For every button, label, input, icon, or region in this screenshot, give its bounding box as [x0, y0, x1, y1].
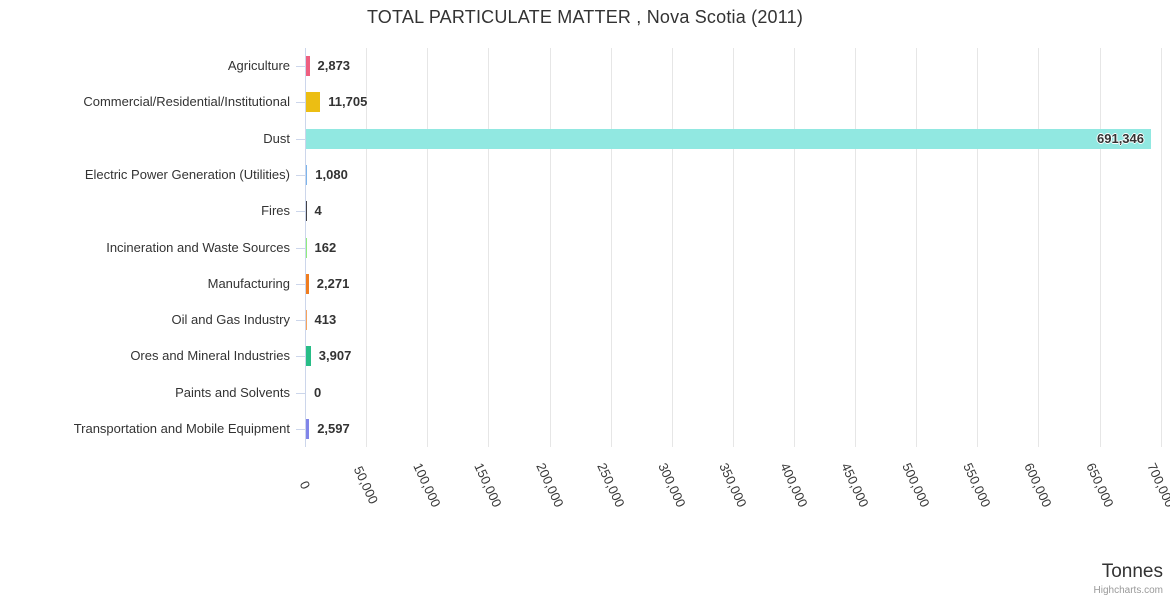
bar[interactable] [306, 201, 307, 222]
value-label: 691,346 [1097, 130, 1144, 146]
grid-line [671, 48, 673, 447]
value-axis-tick-label: 100,000 [410, 460, 444, 510]
category-label: Agriculture [227, 58, 290, 74]
value-label: 2,271 [316, 275, 350, 291]
value-axis-tick-label: 0 [296, 478, 314, 492]
grid-line [916, 48, 918, 447]
category-label: Commercial/Residential/Institutional [83, 94, 290, 110]
bar[interactable] [306, 310, 307, 330]
category-label: Electric Power Generation (Utilities) [84, 167, 290, 182]
bar[interactable] [306, 92, 321, 113]
grid-line [977, 48, 979, 447]
value-label: 413 [314, 312, 337, 327]
category-tick-mark [296, 283, 306, 285]
value-axis-tick-label: 600,000 [1021, 460, 1056, 510]
value-axis-title: Tonnes [1101, 561, 1163, 582]
value-axis-tick-label: 500,000 [899, 460, 933, 510]
bar[interactable] [306, 56, 310, 77]
category-tick-mark [296, 392, 306, 394]
value-axis-tick-label: 200,000 [532, 460, 567, 510]
category-tick-mark [296, 428, 306, 430]
category-label: Manufacturing [207, 275, 290, 291]
value-label: 2,597 [317, 420, 350, 436]
value-axis-tick-label: 250,000 [593, 460, 628, 510]
category-tick-mark [296, 320, 306, 321]
category-tick-mark [296, 66, 306, 68]
category-label: Paints and Solvents [175, 384, 290, 400]
value-axis-tick-label: 50,000 [350, 463, 382, 507]
value-label: 3,907 [318, 348, 352, 364]
category-label: Transportation and Mobile Equipment [73, 420, 290, 436]
bar[interactable] [306, 237, 307, 258]
grid-line [488, 48, 490, 447]
value-label: 11,705 [328, 94, 368, 110]
grid-line [732, 48, 734, 447]
value-axis-tick-label: 700,000 [1143, 460, 1170, 510]
category-label: Fires [261, 203, 290, 219]
category-label: Incineration and Waste Sources [106, 239, 290, 255]
grid-line [793, 48, 795, 447]
grid-line [610, 48, 612, 447]
value-axis-tick-label: 350,000 [716, 460, 750, 510]
grid-line [1038, 48, 1040, 447]
bar[interactable] [306, 165, 308, 185]
category-tick-mark [296, 138, 306, 140]
value-label: 4 [314, 203, 322, 219]
category-label: Ores and Mineral Industries [130, 348, 290, 364]
value-axis-tick-label: 450,000 [838, 460, 872, 510]
category-label: Dust [263, 130, 290, 146]
chart-title: TOTAL PARTICULATE MATTER , Nova Scotia (… [366, 7, 804, 27]
category-tick-mark [296, 356, 306, 358]
category-tick-mark [296, 102, 306, 104]
value-label: 1,080 [315, 167, 348, 182]
category-tick-mark [296, 247, 306, 249]
grid-line [366, 48, 368, 447]
bar[interactable] [306, 346, 311, 367]
value-axis-tick-label: 150,000 [471, 460, 506, 510]
value-label: 0 [314, 384, 322, 400]
category-tick-mark [296, 175, 306, 176]
value-label: 162 [314, 239, 337, 255]
highcharts-credits-link[interactable]: Highcharts.com [1093, 585, 1163, 596]
bar[interactable] [306, 128, 1151, 149]
value-axis-tick-label: 550,000 [960, 460, 995, 510]
grid-line [1160, 48, 1162, 447]
grid-line [549, 48, 551, 447]
bar[interactable] [306, 418, 310, 439]
category-tick-mark [296, 211, 306, 213]
value-axis-tick-label: 400,000 [777, 460, 811, 510]
grid-line [855, 48, 856, 447]
value-axis-tick-label: 300,000 [654, 460, 689, 510]
grid-line [1099, 48, 1101, 447]
category-label: Oil and Gas Industry [171, 312, 291, 327]
grid-line [427, 48, 429, 447]
bar[interactable] [306, 273, 309, 294]
value-label: 2,873 [317, 58, 351, 74]
value-axis-tick-label: 650,000 [1082, 460, 1117, 510]
